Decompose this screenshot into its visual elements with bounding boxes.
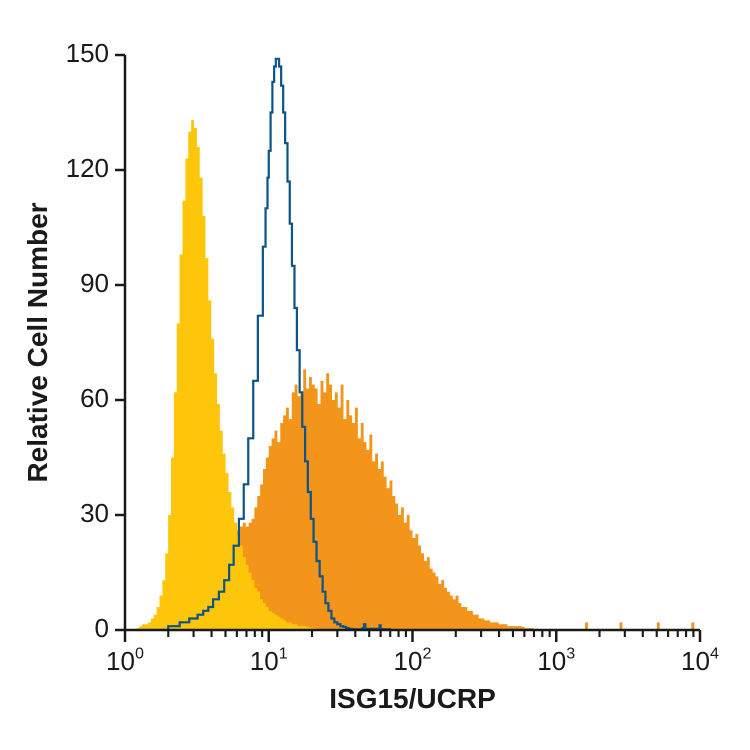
y-tick-label: 90 <box>80 268 109 298</box>
y-tick-label: 0 <box>95 613 109 643</box>
y-axis-label: Relative Cell Number <box>22 202 53 482</box>
x-axis-label: ISG15/UCRP <box>329 683 496 714</box>
y-tick-label: 30 <box>80 498 109 528</box>
flow-cytometry-histogram: 0306090120150100101102103104Relative Cel… <box>0 0 750 750</box>
y-tick-label: 120 <box>66 153 109 183</box>
y-tick-label: 60 <box>80 383 109 413</box>
chart-background <box>0 0 750 750</box>
y-tick-label: 150 <box>66 38 109 68</box>
